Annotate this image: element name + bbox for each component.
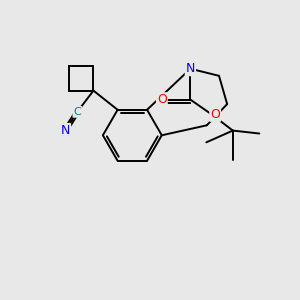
Text: N: N [61,124,70,137]
Text: O: O [210,108,220,121]
Text: N: N [186,62,195,75]
Text: C: C [74,107,81,117]
Text: O: O [157,93,167,106]
